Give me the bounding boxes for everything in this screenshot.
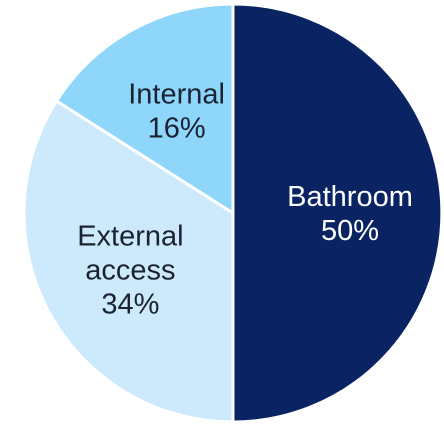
- pie-label-name: access: [85, 254, 175, 286]
- pie-label-value: 50%: [321, 215, 379, 247]
- pie-label-name: External: [77, 220, 183, 252]
- pie-label-value: 16%: [148, 112, 206, 144]
- pie-label-value: 34%: [101, 288, 159, 320]
- pie-slice-bathroom: [233, 4, 442, 422]
- pie-label-name: Internal: [128, 78, 225, 110]
- pie-label-name: Bathroom: [287, 181, 413, 213]
- pie-slices: [24, 4, 442, 422]
